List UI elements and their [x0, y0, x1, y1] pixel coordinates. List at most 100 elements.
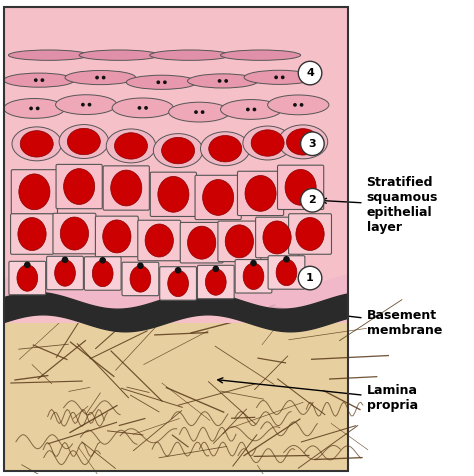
Ellipse shape [4, 73, 74, 87]
Circle shape [224, 79, 228, 83]
FancyBboxPatch shape [11, 169, 57, 214]
Circle shape [34, 78, 37, 82]
Ellipse shape [162, 138, 195, 164]
FancyBboxPatch shape [160, 267, 197, 300]
Circle shape [29, 107, 33, 110]
Circle shape [293, 103, 297, 107]
Ellipse shape [65, 70, 136, 85]
Ellipse shape [276, 259, 297, 286]
FancyBboxPatch shape [255, 217, 299, 258]
FancyBboxPatch shape [237, 171, 283, 216]
Circle shape [95, 76, 99, 79]
Text: Lamina
propria: Lamina propria [218, 378, 418, 412]
Ellipse shape [296, 218, 324, 250]
Ellipse shape [55, 95, 117, 115]
Circle shape [301, 188, 324, 212]
Circle shape [100, 257, 106, 264]
Text: 4: 4 [306, 68, 314, 78]
Circle shape [156, 80, 160, 84]
FancyBboxPatch shape [289, 214, 331, 254]
Bar [4, 320, 348, 471]
Ellipse shape [205, 269, 226, 295]
Ellipse shape [126, 75, 197, 89]
Ellipse shape [19, 174, 50, 210]
Ellipse shape [112, 98, 173, 118]
Ellipse shape [225, 225, 254, 258]
Ellipse shape [243, 126, 292, 160]
Circle shape [218, 79, 221, 83]
Circle shape [137, 106, 141, 110]
FancyBboxPatch shape [103, 166, 149, 210]
Ellipse shape [244, 70, 315, 84]
Circle shape [246, 108, 250, 111]
Circle shape [274, 76, 278, 79]
Circle shape [175, 267, 182, 274]
Ellipse shape [103, 220, 131, 253]
Circle shape [298, 61, 322, 85]
Circle shape [300, 103, 303, 107]
FancyBboxPatch shape [138, 220, 181, 261]
FancyBboxPatch shape [46, 256, 83, 290]
FancyBboxPatch shape [197, 265, 234, 299]
Circle shape [301, 132, 324, 156]
Ellipse shape [285, 169, 316, 205]
Text: 1: 1 [306, 273, 314, 283]
FancyBboxPatch shape [277, 165, 324, 209]
FancyBboxPatch shape [9, 261, 46, 295]
Ellipse shape [188, 226, 216, 259]
Ellipse shape [79, 50, 159, 60]
Text: 3: 3 [309, 139, 316, 149]
Circle shape [201, 110, 204, 114]
Circle shape [36, 107, 39, 110]
FancyBboxPatch shape [218, 221, 261, 262]
Ellipse shape [12, 127, 62, 161]
Circle shape [144, 106, 148, 110]
Ellipse shape [67, 129, 100, 155]
Ellipse shape [220, 50, 301, 60]
Ellipse shape [145, 224, 173, 257]
Bar [4, 7, 348, 323]
Text: Stratified
squamous
epithelial
layer: Stratified squamous epithelial layer [321, 176, 438, 234]
Text: Basement
membrane: Basement membrane [270, 305, 442, 337]
Ellipse shape [17, 265, 37, 291]
FancyBboxPatch shape [180, 222, 223, 263]
Ellipse shape [263, 221, 291, 254]
Ellipse shape [150, 50, 230, 60]
Circle shape [212, 266, 219, 272]
Text: 2: 2 [309, 195, 316, 205]
FancyBboxPatch shape [53, 213, 96, 254]
Ellipse shape [168, 270, 189, 297]
Circle shape [250, 260, 257, 267]
Circle shape [281, 76, 284, 79]
Ellipse shape [59, 125, 109, 159]
Ellipse shape [130, 266, 151, 292]
Circle shape [24, 261, 31, 268]
FancyBboxPatch shape [235, 259, 272, 293]
Circle shape [40, 78, 44, 82]
FancyBboxPatch shape [56, 164, 102, 208]
Circle shape [102, 76, 106, 79]
Circle shape [163, 80, 167, 84]
FancyBboxPatch shape [122, 262, 159, 296]
Circle shape [137, 262, 144, 269]
Ellipse shape [209, 136, 242, 162]
FancyBboxPatch shape [10, 214, 54, 254]
Ellipse shape [9, 50, 89, 60]
Circle shape [88, 103, 91, 107]
Bar [4, 7, 348, 471]
Ellipse shape [286, 129, 319, 155]
Ellipse shape [245, 176, 276, 211]
FancyBboxPatch shape [195, 175, 241, 219]
FancyBboxPatch shape [84, 257, 121, 290]
Ellipse shape [92, 260, 113, 287]
Circle shape [253, 108, 256, 111]
Ellipse shape [243, 263, 264, 289]
Ellipse shape [154, 134, 203, 168]
Ellipse shape [220, 99, 282, 119]
Circle shape [298, 266, 322, 290]
Circle shape [81, 103, 85, 107]
Ellipse shape [278, 125, 328, 159]
Circle shape [283, 256, 290, 263]
Ellipse shape [251, 130, 284, 156]
Ellipse shape [20, 130, 53, 157]
